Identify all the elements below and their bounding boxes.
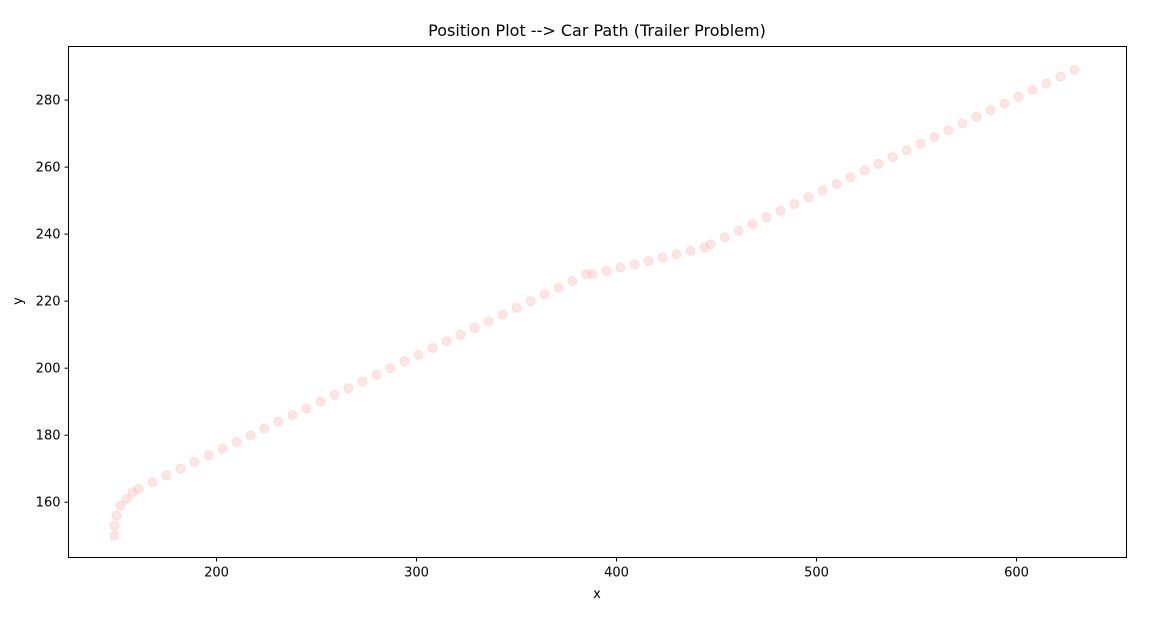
data-point bbox=[189, 457, 200, 468]
data-point bbox=[315, 396, 326, 407]
data-point bbox=[587, 269, 598, 280]
data-point bbox=[399, 356, 410, 367]
data-point bbox=[567, 276, 578, 287]
y-tick-label: 240 bbox=[36, 228, 61, 243]
data-point bbox=[971, 111, 982, 122]
x-tick-label: 600 bbox=[1004, 566, 1029, 581]
data-point bbox=[957, 118, 968, 129]
data-point bbox=[385, 363, 396, 374]
data-point bbox=[817, 185, 828, 196]
data-point bbox=[539, 289, 550, 300]
data-point bbox=[615, 262, 626, 273]
data-point bbox=[343, 383, 354, 394]
data-point bbox=[657, 252, 668, 263]
x-tick-label: 300 bbox=[404, 566, 429, 581]
y-tick-label: 220 bbox=[36, 295, 61, 310]
data-point bbox=[203, 450, 214, 461]
x-tick-label: 500 bbox=[804, 566, 829, 581]
data-point bbox=[329, 389, 340, 400]
data-point bbox=[1027, 85, 1038, 96]
data-point bbox=[231, 436, 242, 447]
data-point bbox=[685, 245, 696, 256]
data-point bbox=[109, 520, 120, 531]
data-point bbox=[553, 282, 564, 293]
data-point bbox=[699, 242, 710, 253]
data-point bbox=[511, 302, 522, 313]
chart-title: Position Plot --> Car Path (Trailer Prob… bbox=[428, 21, 766, 40]
data-point bbox=[525, 296, 536, 307]
data-point bbox=[127, 487, 138, 498]
data-point bbox=[161, 470, 172, 481]
data-point bbox=[371, 369, 382, 380]
data-point bbox=[831, 178, 842, 189]
x-tick-label: 200 bbox=[204, 566, 229, 581]
data-point bbox=[469, 322, 480, 333]
data-point bbox=[245, 430, 256, 441]
data-point bbox=[1041, 78, 1052, 89]
data-point bbox=[497, 309, 508, 320]
data-point bbox=[287, 410, 298, 421]
data-point bbox=[413, 349, 424, 360]
axis-ticks: 200 300 400 500 600 160 180 200 220 240 260 280 bbox=[36, 94, 1029, 581]
data-point bbox=[887, 152, 898, 163]
data-point bbox=[915, 138, 926, 149]
y-tick-label: 160 bbox=[36, 496, 61, 511]
data-point bbox=[845, 172, 856, 183]
data-point bbox=[789, 198, 800, 209]
data-point bbox=[427, 343, 438, 354]
data-point bbox=[455, 329, 466, 340]
data-point bbox=[873, 158, 884, 169]
data-point bbox=[747, 219, 758, 230]
x-tick-label: 400 bbox=[604, 566, 629, 581]
data-point bbox=[943, 125, 954, 136]
data-point bbox=[301, 403, 312, 414]
data-point bbox=[859, 165, 870, 176]
data-point bbox=[733, 225, 744, 236]
data-point bbox=[357, 376, 368, 387]
data-point bbox=[1069, 64, 1080, 75]
data-point bbox=[483, 316, 494, 327]
data-point bbox=[273, 416, 284, 427]
y-tick-label: 260 bbox=[36, 161, 61, 176]
data-point bbox=[719, 232, 730, 243]
data-point bbox=[121, 493, 132, 504]
y-axis-label: y bbox=[11, 297, 26, 305]
y-tick-label: 280 bbox=[36, 94, 61, 109]
data-point bbox=[259, 423, 270, 434]
plot-frame bbox=[68, 46, 1127, 558]
data-point bbox=[803, 192, 814, 203]
data-point bbox=[901, 145, 912, 156]
data-point bbox=[441, 336, 452, 347]
data-point bbox=[705, 239, 716, 250]
data-point bbox=[999, 98, 1010, 109]
data-point bbox=[147, 477, 158, 488]
data-point bbox=[929, 131, 940, 142]
data-point bbox=[581, 269, 592, 280]
data-point bbox=[643, 255, 654, 266]
x-axis-label: x bbox=[593, 587, 601, 602]
data-point bbox=[1013, 91, 1024, 102]
y-tick-label: 200 bbox=[36, 362, 61, 377]
data-point bbox=[217, 443, 228, 454]
data-point bbox=[175, 463, 186, 474]
data-point bbox=[601, 266, 612, 277]
data-point bbox=[109, 530, 120, 541]
data-point bbox=[115, 500, 126, 511]
data-point bbox=[775, 205, 786, 216]
data-point bbox=[985, 105, 996, 116]
data-point bbox=[133, 483, 144, 494]
y-tick-label: 180 bbox=[36, 429, 61, 444]
data-point bbox=[1055, 71, 1066, 82]
data-point bbox=[629, 259, 640, 270]
data-point bbox=[111, 510, 122, 521]
data-point bbox=[671, 249, 682, 260]
data-points bbox=[109, 64, 1080, 541]
data-point bbox=[761, 212, 772, 223]
